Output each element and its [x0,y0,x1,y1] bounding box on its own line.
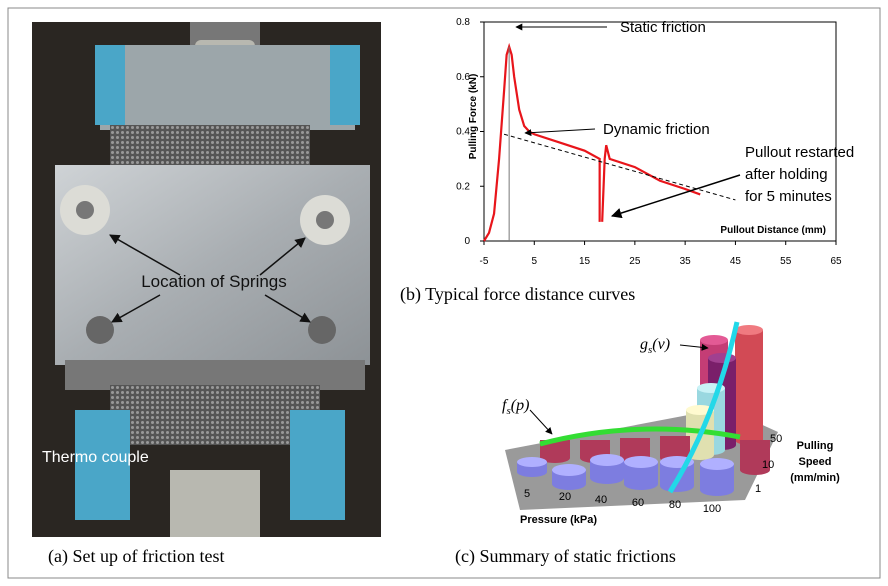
x-tick-label: 60 [632,497,644,509]
annotation: Pullout restarted [745,144,854,161]
annotation: Static friction [620,19,706,36]
x-tick-label: -5 [480,256,489,267]
x-axis-label: Pressure (kPa) [520,514,597,526]
line-chart: 0 0.2 0.4 0.6 0.8 -5 5 15 25 35 45 55 65 Pulling Forc… [456,17,854,267]
x-tick-label: 25 [629,256,641,267]
depth-axis-label: (mm/min) [790,472,840,484]
panel-c-labels: 5 20 40 60 80 100 Pressure (kPa) 110 50 Pulling Sp… [502,336,840,526]
x-tick-label: 55 [780,256,792,267]
annotation: after holding [745,166,828,183]
x-tick-label: 5 [532,256,538,267]
arrow [524,128,596,137]
x-tick-label: 45 [730,256,742,267]
y-tick-label: 0.8 [456,17,470,28]
depth-axis-label: Pulling [797,440,834,452]
function-label-part: (v) [652,336,670,353]
function-label: fs(p) [502,397,529,417]
x-tick-label: 35 [680,256,692,267]
series-line [503,133,736,201]
caption: (b) Typical force distance curves [400,284,635,305]
function-label-part: g [640,336,648,353]
function-label-part: (p) [511,397,530,414]
y-tick-label: 0 [464,236,470,247]
x-tick-label: 100 [703,503,721,515]
y-tick-label: 0.6 [456,72,470,83]
caption: (c) Summary of static frictions [455,546,676,567]
bar-chart-3d [505,321,778,510]
photo-label: Location of Springs [141,272,287,291]
function-label-part: f [502,397,509,414]
y-axis-label: Pulling Force (kN) [468,74,479,160]
depth-tick-label: 10 [762,459,774,471]
x-tick-label: 80 [669,499,681,511]
depth-axis-label: Speed [798,456,831,468]
x-tick-label: 40 [595,494,607,506]
annotation: for 5 minutes [745,188,832,205]
x-axis-label: Pullout Distance (mm) [720,225,826,236]
caption: (a) Set up of friction test [48,546,224,567]
photo-label: Thermo couple [42,449,149,466]
function-label-part: s [506,405,510,417]
y-tick-label: 0.2 [456,181,470,192]
depth-tick-label: 50 [770,433,782,445]
photo [32,22,381,537]
function-label-part: s [648,344,652,356]
x-tick-label: 65 [830,256,842,267]
function-label: gs(v) [640,336,670,356]
x-tick-label: 15 [579,256,591,267]
depth-tick-label: 1 [755,483,761,495]
x-tick-label: 20 [559,491,571,503]
annotation: Dynamic friction [603,121,710,138]
series-line [483,42,701,242]
arrow [611,174,741,219]
frame [7,7,881,579]
y-tick-label: 0.4 [456,127,470,138]
x-tick-label: 5 [524,488,530,500]
